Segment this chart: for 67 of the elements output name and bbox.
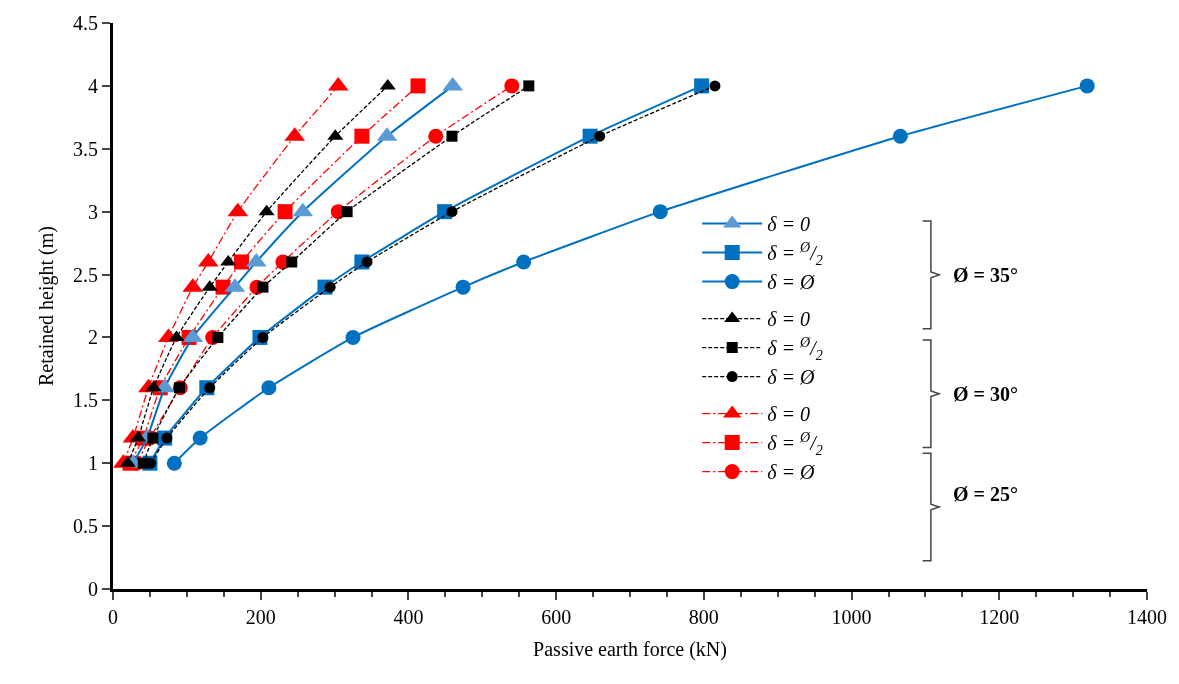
point [192, 430, 208, 446]
point [428, 128, 444, 144]
point [361, 256, 373, 268]
point [446, 130, 458, 142]
x-tick-label: 1200 [979, 606, 1020, 628]
x-tick-label: 600 [541, 606, 572, 628]
point [212, 331, 224, 343]
point [354, 128, 370, 144]
x-tick-label: 1000 [831, 606, 872, 628]
point [694, 78, 710, 94]
point [379, 78, 396, 90]
y-tick-label: 3.5 [73, 137, 98, 160]
point [1079, 78, 1095, 94]
y-tick-label: 0.5 [73, 515, 98, 538]
point [446, 206, 458, 218]
point [594, 130, 606, 142]
point [523, 80, 535, 92]
x-tick-label: 0 [108, 606, 118, 628]
y-tick-label: 4.5 [73, 12, 98, 34]
point [410, 78, 426, 94]
point [709, 80, 721, 92]
legend-label: δ = 0 [767, 213, 811, 236]
legend-label: δ = Ø [767, 366, 816, 389]
annotation: Ø = 35° [953, 264, 1018, 286]
point [166, 455, 182, 471]
point [261, 380, 277, 396]
point [161, 432, 173, 444]
point [324, 281, 336, 293]
x-tick-label: 200 [245, 606, 276, 628]
y-tick-label: 0 [88, 578, 98, 600]
point [147, 432, 159, 444]
y-tick-label: 1 [88, 452, 98, 475]
x-axis-title: Passive earth force (kN) [533, 637, 727, 661]
point [341, 206, 353, 218]
annotation: Ø = 25° [953, 483, 1018, 505]
point [220, 254, 237, 266]
point [145, 380, 162, 392]
point [516, 254, 532, 270]
y-tick-label: 1.5 [73, 389, 98, 412]
y-tick-label: 3 [88, 200, 98, 223]
point [204, 382, 216, 394]
legend-label: δ = 0 [767, 403, 811, 426]
x-tick-label: 400 [393, 606, 424, 628]
point [504, 78, 520, 94]
x-tick-label: 1400 [1127, 606, 1167, 628]
y-axis-title: Retained height (m) [34, 226, 58, 386]
legend-label: δ = 0 [767, 308, 811, 331]
legend-label: δ = Ø [767, 271, 816, 294]
annotation: Ø = 30° [953, 383, 1018, 405]
legend-label: δ = Ø [767, 461, 816, 484]
y-tick-label: 2.5 [73, 263, 98, 286]
point [286, 256, 298, 268]
legend-label: δ = $^{Ø}$/$_{2}$ [767, 430, 823, 458]
point [257, 331, 269, 343]
y-tick-label: 4 [88, 74, 98, 97]
point [257, 281, 269, 293]
point [455, 279, 471, 295]
legend-label: δ = $^{Ø}$/$_{2}$ [767, 335, 823, 363]
x-tick-label: 800 [688, 606, 719, 628]
point [234, 254, 250, 270]
point [345, 329, 361, 345]
point [277, 204, 293, 220]
point [652, 204, 668, 220]
point [892, 128, 908, 144]
y-tick-label: 2 [88, 326, 98, 349]
point [258, 204, 275, 216]
legend-label: δ = $^{Ø}$/$_{2}$ [767, 240, 823, 268]
